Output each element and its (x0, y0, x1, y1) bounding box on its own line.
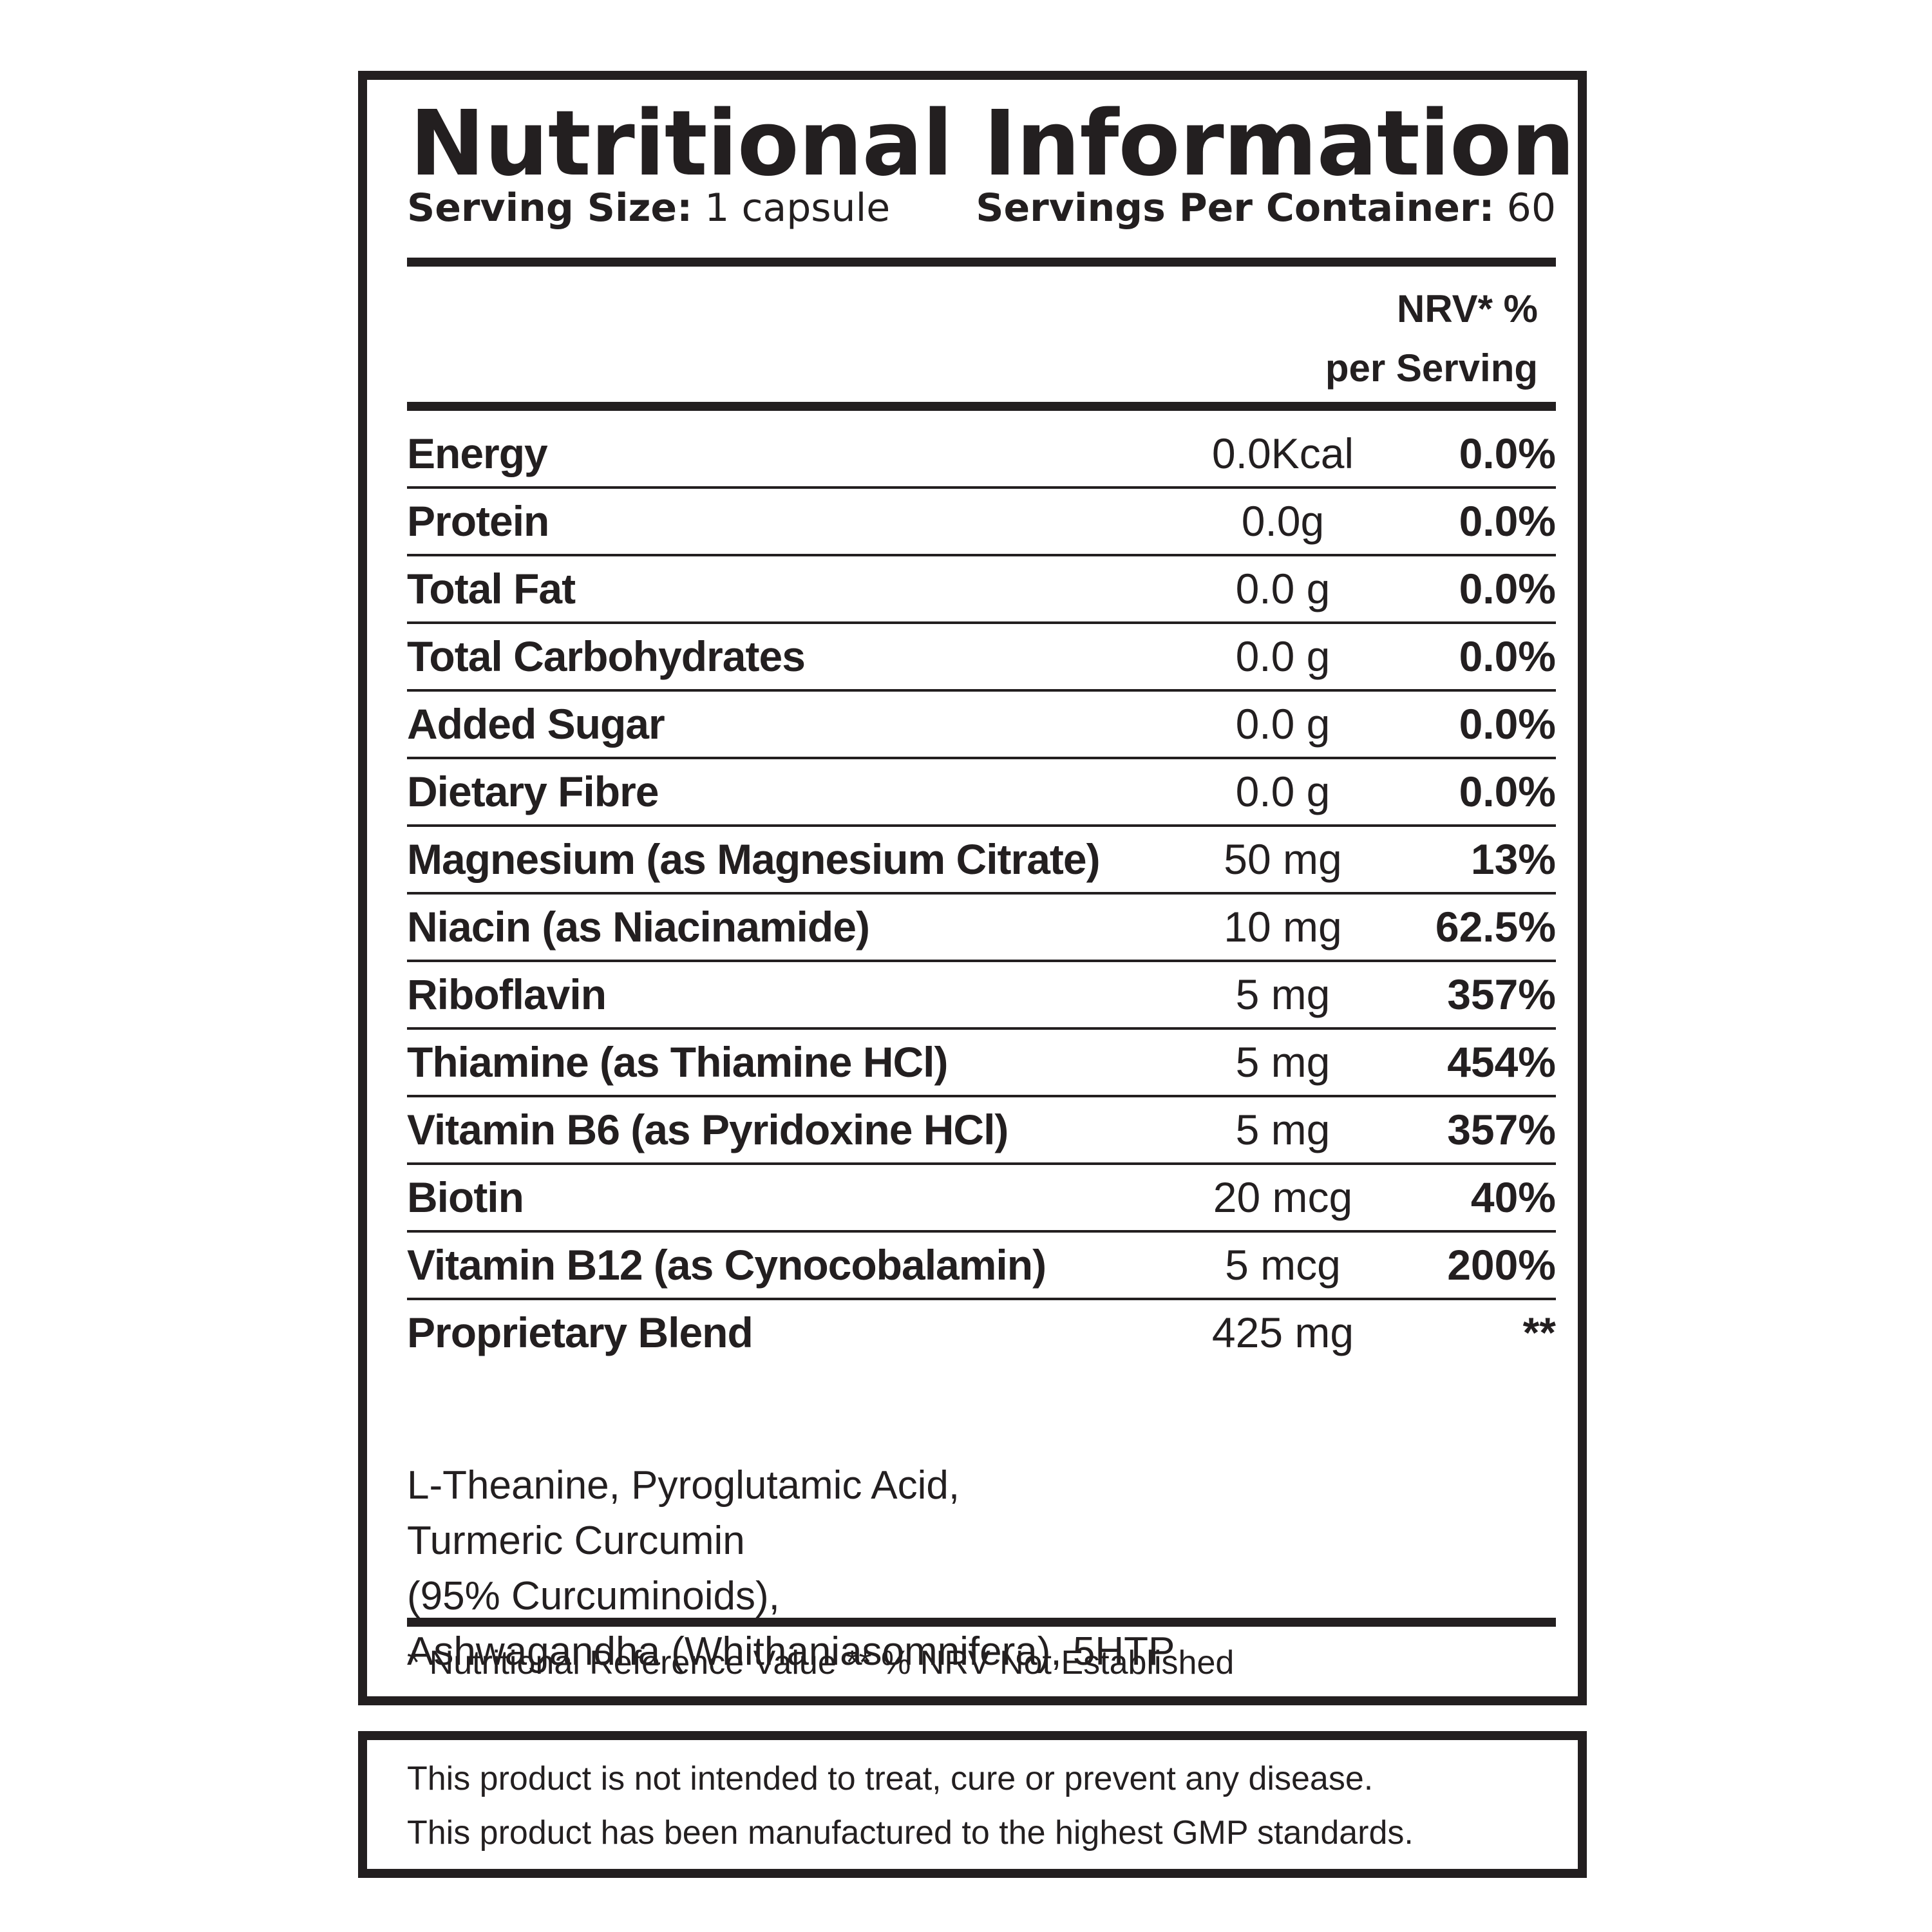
nutrient-nrv: 454% (1447, 1038, 1556, 1086)
header-divider (407, 258, 1556, 267)
nutrient-amount: 5 mg (1235, 1106, 1331, 1153)
nutrient-amount: 50 mg (1224, 835, 1342, 883)
disclaimer-line-1: This product is not intended to treat, c… (407, 1760, 1374, 1797)
nutrient-name: Total Carbohydrates (407, 632, 806, 680)
table-row: Energy 0.0Kcal 0.0% (407, 421, 1556, 489)
serving-size: Serving Size: 1 capsule (407, 185, 890, 231)
table-row: Total Fat 0.0 g 0.0% (407, 556, 1556, 624)
nutrient-name: Riboflavin (407, 971, 607, 1018)
nutrient-amount: 5 mg (1235, 971, 1331, 1018)
servings-per-container-value: 60 (1506, 185, 1556, 231)
table-row: Total Carbohydrates 0.0 g 0.0% (407, 624, 1556, 692)
nutrient-amount: 10 mg (1224, 903, 1342, 951)
nrv-header-line1: NRV* % (1397, 287, 1538, 330)
blend-ingredient-line: Ashwagandha (Whithaniasomnifera), 5HTP (407, 1629, 1175, 1674)
nutrient-amount: 20 mcg (1213, 1173, 1353, 1221)
nutrient-nrv: 13% (1470, 835, 1556, 883)
disclaimer-line-2: This product has been manufactured to th… (407, 1814, 1414, 1852)
nutrient-name: Vitamin B12 (as Cynocobalamin) (407, 1241, 1046, 1289)
nutrient-amount: 0.0 g (1235, 700, 1331, 748)
nutrient-nrv: 0.0% (1459, 768, 1556, 815)
nutrient-nrv: 40% (1470, 1173, 1556, 1221)
nutrient-name: Vitamin B6 (as Pyridoxine HCl) (407, 1106, 1009, 1153)
table-row: Thiamine (as Thiamine HCl) 5 mg 454% (407, 1030, 1556, 1097)
table-row: Protein 0.0g 0.0% (407, 489, 1556, 556)
servings-per-container: Servings Per Container: 60 (976, 185, 1556, 231)
footnote: * Nutritional Reference Value ** % NRV N… (407, 1644, 1235, 1681)
disclaimer-panel: This product is not intended to treat, c… (358, 1731, 1587, 1878)
nutrient-nrv: 0.0% (1459, 497, 1556, 545)
nutrient-name: Protein (407, 497, 549, 545)
blend-ingredient-line: (95% Curcuminoids), (407, 1574, 780, 1618)
nrv-column-header: NRV* % per Serving (1325, 279, 1538, 398)
table-row: Biotin 20 mcg 40% (407, 1165, 1556, 1233)
nutrient-name: Biotin (407, 1173, 524, 1221)
table-row: Added Sugar 0.0 g 0.0% (407, 692, 1556, 759)
nutrient-amount: 0.0 g (1235, 768, 1331, 815)
nutrient-nrv: 62.5% (1435, 903, 1556, 951)
blend-ingredient-line: L-Theanine, Pyroglutamic Acid, (407, 1463, 960, 1508)
nutrient-nrv: ** (1522, 1309, 1556, 1356)
panel-title: Nutritional Information (410, 91, 1575, 196)
nutrient-nrv: 0.0% (1459, 565, 1556, 612)
nutrient-nrv: 0.0% (1459, 700, 1556, 748)
blend-ingredient-line: Turmeric Curcumin (407, 1519, 745, 1563)
nutrient-name: Energy (407, 430, 548, 477)
table-row: Proprietary Blend 425 mg ** (407, 1300, 1556, 1378)
table-row: Niacin (as Niacinamide) 10 mg 62.5% (407, 895, 1556, 962)
nutrient-nrv: 357% (1447, 971, 1556, 1018)
table-row: Dietary Fibre 0.0 g 0.0% (407, 759, 1556, 827)
nutrient-nrv: 357% (1447, 1106, 1556, 1153)
nutrient-amount: 0.0 g (1235, 565, 1331, 612)
nutrient-name: Dietary Fibre (407, 768, 659, 815)
proprietary-blend-ingredients: L-Theanine, Pyroglutamic Acid, Turmeric C… (407, 1458, 1556, 1680)
nutrient-name: Magnesium (as Magnesium Citrate) (407, 835, 1101, 883)
nutrient-name: Added Sugar (407, 700, 665, 748)
nutrient-amount: 5 mg (1235, 1038, 1331, 1086)
nutrient-name: Total Fat (407, 565, 576, 612)
table-row: Vitamin B12 (as Cynocobalamin) 5 mcg 200% (407, 1233, 1556, 1300)
serving-size-value: 1 capsule (705, 185, 891, 231)
table-row: Riboflavin 5 mg 357% (407, 962, 1556, 1030)
nutrient-amount: 0.0Kcal (1211, 430, 1354, 477)
serving-info: Serving Size: 1 capsule Servings Per Con… (407, 183, 1556, 233)
nutrient-amount: 5 mcg (1225, 1241, 1341, 1289)
serving-size-label: Serving Size: (407, 185, 693, 231)
nutrient-amount: 0.0g (1241, 497, 1325, 545)
table-row: Vitamin B6 (as Pyridoxine HCl) 5 mg 357% (407, 1097, 1556, 1165)
nutrition-facts-panel: Nutritional Information Serving Size: 1 … (358, 71, 1587, 1705)
nutrient-amount: 0.0 g (1235, 632, 1331, 680)
nutrient-nrv: 200% (1447, 1241, 1556, 1289)
nutrient-table: Energy 0.0Kcal 0.0% Protein 0.0g 0.0% Total Fa… (407, 421, 1556, 1378)
nutrient-name: Thiamine (as Thiamine HCl) (407, 1038, 948, 1086)
nutrient-nrv: 0.0% (1459, 430, 1556, 477)
table-row: Magnesium (as Magnesium Citrate) 50 mg 13% (407, 827, 1556, 895)
nutrient-nrv: 0.0% (1459, 632, 1556, 680)
servings-per-container-label: Servings Per Container: (976, 185, 1495, 231)
footer-divider (407, 1618, 1556, 1627)
column-header-divider (407, 402, 1556, 411)
nutrient-name: Niacin (as Niacinamide) (407, 903, 870, 951)
nutrient-name: Proprietary Blend (407, 1309, 753, 1356)
nutrient-amount: 425 mg (1211, 1309, 1354, 1356)
nrv-header-line2: per Serving (1325, 346, 1538, 390)
